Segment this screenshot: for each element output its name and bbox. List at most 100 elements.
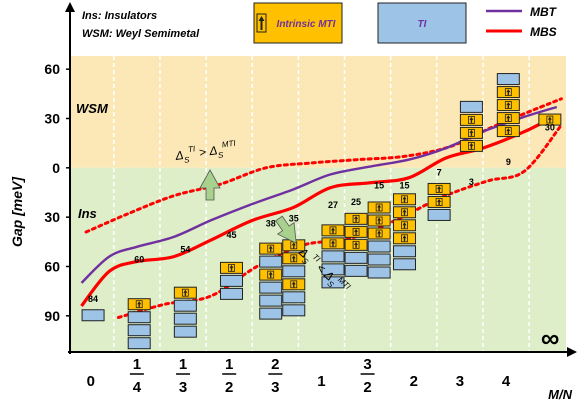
ti-layer (427, 208, 451, 221)
ti-layer (173, 325, 197, 338)
up-arrow-icon (354, 228, 359, 235)
legend-line-wsm: WSM: Weyl Semimetal (82, 28, 200, 40)
up-arrow-icon (291, 255, 296, 262)
ti-layer (321, 263, 345, 276)
y-axis-title: Gap [meV] (9, 176, 25, 247)
up-arrow-icon (330, 240, 335, 247)
y-tick-label: 30 (44, 110, 60, 126)
gap-value-label: 60 (134, 254, 144, 264)
series-legend-layer: MBT MBS (486, 5, 558, 39)
up-arrow-icon (229, 264, 234, 271)
x-tick-label: 3 (456, 373, 464, 390)
up-arrow-icon (402, 235, 407, 242)
layer-stack (321, 224, 345, 289)
ti-layer (173, 312, 197, 325)
layer-stack (219, 261, 243, 300)
gap-value-label: 84 (88, 294, 98, 304)
x-tick-denominator: 3 (179, 379, 187, 396)
delta-upper-annotation: ΔSTI > ΔSMTI (173, 138, 238, 166)
layer-stack (127, 298, 151, 350)
layer-stack (173, 286, 197, 338)
gap-value-label: 30 (545, 122, 555, 132)
y-tick-label: 0 (52, 160, 60, 176)
gap-value-label: 35 (289, 213, 299, 223)
x-tick-numerator: 2 (271, 356, 279, 373)
legend-label-mbs: MBS (530, 25, 557, 39)
up-arrow-icon (291, 242, 296, 249)
up-arrow-icon (268, 271, 273, 278)
ti-layer (344, 264, 368, 277)
gap-value-label: 38 (266, 218, 276, 228)
ti-layer (259, 255, 283, 268)
gap-value-label: 15 (400, 180, 410, 190)
ins-region-label: Ins (78, 206, 97, 221)
layer-stack (538, 113, 562, 126)
up-arrow-icon (377, 204, 382, 211)
stacks-layer (81, 73, 562, 350)
ti-layer (393, 258, 417, 271)
up-arrow-icon (268, 245, 273, 252)
x-tick-denominator: 4 (133, 379, 142, 396)
ti-layer (367, 253, 391, 266)
x-tick-denominator: 3 (271, 379, 279, 396)
up-arrow-icon (469, 116, 474, 123)
bounds-layer (84, 97, 563, 319)
ti-layer (344, 251, 368, 264)
gap-value-label: 9 (506, 157, 511, 167)
y-tick-label: 90 (44, 308, 60, 324)
ti-layer (127, 324, 151, 337)
axes-layer (65, 2, 577, 357)
up-arrow-icon (506, 128, 511, 135)
up-arrow-icon (354, 241, 359, 248)
ti-layer (321, 250, 345, 263)
ti-layer (459, 100, 483, 113)
up-arrow-icon (137, 301, 142, 308)
y-tick-label: 60 (44, 258, 60, 274)
ti-layer (173, 299, 197, 312)
gap-value-label: 15 (374, 180, 384, 190)
down-green-arrow-icon (275, 215, 297, 244)
header-layer: Ins: Insulators WSM: Weyl Semimetal Intr… (82, 2, 467, 44)
ti-layer (496, 73, 520, 86)
gap-value-label: 54 (180, 245, 190, 255)
x-tick-numerator: 1 (225, 356, 233, 373)
up-arrow-icon (402, 209, 407, 216)
up-arrow-icon (506, 89, 511, 96)
layer-stack (496, 73, 520, 138)
lower-bound-curve (116, 123, 563, 319)
up-arrow-icon (506, 102, 511, 109)
layer-stack (393, 193, 417, 271)
gap-value-label: 45 (226, 230, 236, 240)
x-tick-label-infinity: ∞ (541, 323, 560, 353)
layer-stack (459, 100, 483, 152)
layer-stack (367, 201, 391, 279)
ti-layer (81, 309, 105, 322)
wsm-region-label: WSM (76, 101, 109, 116)
intrinsic-mti-legend-box (253, 2, 343, 44)
layer-stack (282, 239, 306, 317)
region-wsm (70, 56, 566, 168)
up-arrow-icon (469, 129, 474, 136)
legend-label-mbt: MBT (530, 5, 558, 19)
x-tick-denominator: 2 (225, 379, 233, 396)
x-axis-title: M/N (548, 387, 572, 402)
gap-value-label: 25 (351, 197, 361, 207)
up-arrow-icon (330, 227, 335, 234)
ti-layer (367, 266, 391, 279)
y-tick-label: 30 (44, 209, 60, 225)
x-tick-numerator: 1 (133, 356, 141, 373)
layer-stack (344, 212, 368, 277)
ti-layer (367, 240, 391, 253)
y-axis-arrowhead (65, 2, 75, 12)
gap-value-label: 7 (437, 167, 442, 177)
ti-layer (259, 307, 283, 320)
up-arrow-icon (291, 281, 296, 288)
up-arrow-icon (402, 196, 407, 203)
x-tick-label: 0 (87, 373, 95, 390)
ti-layer (219, 274, 243, 287)
x-tick-numerator: 1 (179, 356, 187, 373)
ti-layer (321, 276, 345, 289)
ti-legend-box (377, 2, 467, 44)
